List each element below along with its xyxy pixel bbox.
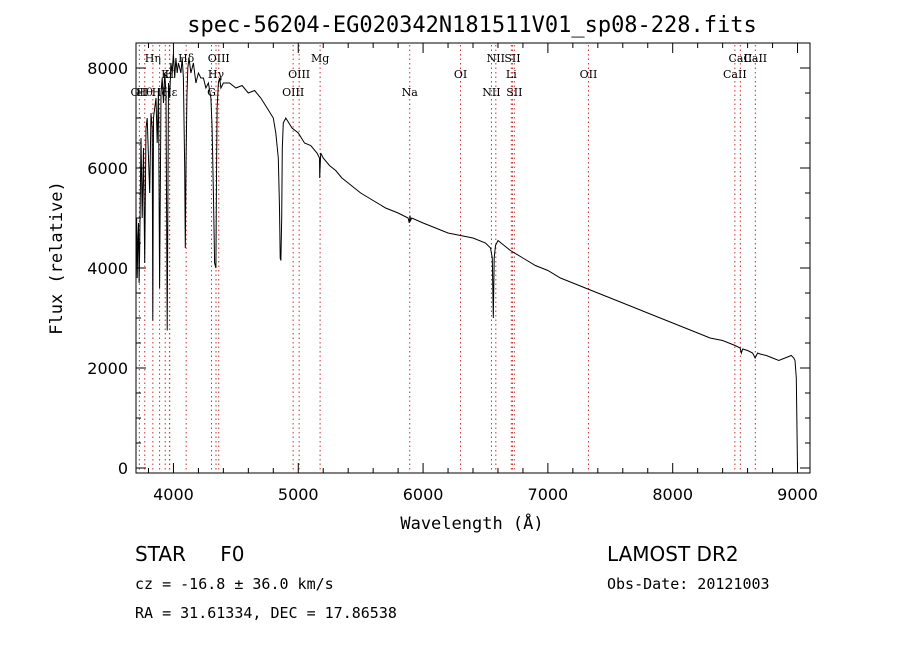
line-label-19: SII [504, 52, 520, 65]
y-tick-label-8000: 8000 [87, 59, 128, 78]
line-label-17: NII [487, 52, 505, 65]
line-label-21: OII [580, 68, 598, 81]
line-label-12: OIII [288, 68, 310, 81]
line-label-1: Hθ [137, 86, 154, 99]
x-tick-label-7000: 7000 [528, 485, 569, 504]
x-tick-label-6000: 6000 [403, 485, 444, 504]
object-class: STAR F0 [135, 542, 245, 566]
chart-title: spec-56204-EG020342N181511V01_sp08-228.f… [187, 13, 757, 38]
class-label: STAR [135, 542, 186, 566]
line-label-11: OIII [282, 86, 304, 99]
y-axis-ticks: 0 2000 4000 6000 8000 [87, 59, 810, 478]
line-label-23: CaII [729, 52, 753, 65]
line-label-2: Hη [145, 52, 161, 65]
line-label-22: CaII [723, 68, 747, 81]
y-tick-label-0: 0 [118, 459, 128, 478]
obs-date-label: Obs-Date: 20121003 [607, 575, 770, 593]
plot-frame [135, 42, 811, 474]
line-label-7: Hδ [178, 52, 195, 65]
x-tick-label-9000: 9000 [777, 485, 818, 504]
line-label-5: H [165, 68, 175, 81]
line-label-14: Na [402, 86, 419, 99]
y-axis-label: Flux (relative) [47, 181, 67, 335]
redshift-label: cz = -16.8 ± 36.0 km/s [135, 575, 334, 593]
x-tick-label-5000: 5000 [278, 485, 319, 504]
line-label-24: CaII [743, 52, 767, 65]
x-axis-ticks: 4000 5000 6000 7000 8000 9000 [147, 43, 818, 504]
line-label-15: OI [454, 68, 467, 81]
x-tick-label-8000: 8000 [652, 485, 693, 504]
line-label-13: Mg [311, 52, 329, 65]
spectral-line-labels: OIIHθHηHζKHHεHδGHγOIIIOIIIOIIIMgNaOINIIN… [131, 52, 768, 99]
y-tick-label-4000: 4000 [87, 259, 128, 278]
y-tick-label-2000: 2000 [87, 359, 128, 378]
line-label-4: K [161, 68, 170, 81]
y-tick-label-6000: 6000 [87, 159, 128, 178]
line-label-20: SII [506, 86, 522, 99]
line-label-9: Hγ [208, 68, 225, 81]
spectral-line-markers [138, 45, 756, 473]
line-label-16: NII [482, 86, 500, 99]
survey-label: LAMOST DR2 [607, 542, 739, 566]
line-label-10: OIII [208, 52, 230, 65]
line-label-18: Li [506, 68, 517, 81]
line-label-8: G [207, 86, 216, 99]
flux-series-line [135, 52, 798, 469]
x-tick-label-4000: 4000 [153, 485, 194, 504]
subclass-label: F0 [220, 542, 245, 566]
coordinates-label: RA = 31.61334, DEC = 17.86538 [135, 604, 397, 622]
x-axis-label: Wavelength (Å) [400, 512, 543, 534]
